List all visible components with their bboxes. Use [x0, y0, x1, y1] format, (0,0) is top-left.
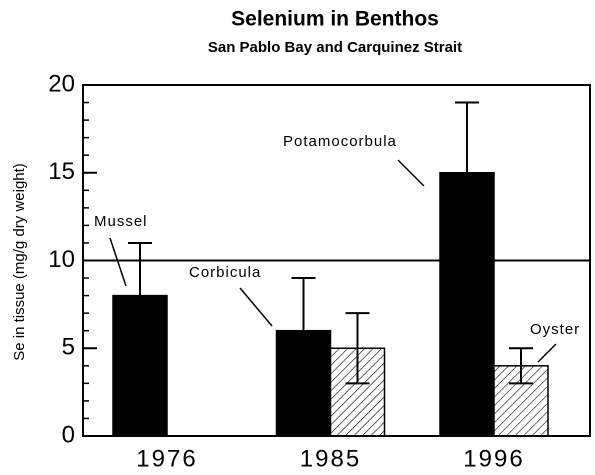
arrow — [239, 287, 273, 327]
y-axis-label: Se in tissue (mg/g dry weight) — [11, 163, 28, 361]
plot-frame — [82, 84, 591, 437]
y-tick-label: 15 — [48, 158, 75, 185]
error-bar — [291, 277, 316, 385]
y-tick-label: 0 — [62, 421, 75, 448]
annotation: Mussel — [94, 213, 148, 230]
error-bar — [455, 101, 479, 244]
x-tick-label: 1976 — [136, 445, 197, 470]
annotation: Potamocorbula — [283, 133, 397, 150]
x-tick-label: 1996 — [463, 445, 524, 470]
error-bar — [128, 241, 152, 350]
error-bar — [345, 312, 370, 385]
annotation: Oyster — [530, 321, 580, 338]
y-tick-label: 20 — [48, 70, 75, 97]
annotation: Corbicula — [189, 264, 261, 281]
y-tick-label: 5 — [62, 334, 75, 361]
error-bar — [509, 347, 533, 385]
chart-title: Selenium in Benthos — [231, 8, 439, 31]
arrow — [537, 343, 557, 363]
chart-subtitle: San Pablo Bay and Carquinez Strait — [208, 39, 462, 56]
arrow — [109, 237, 127, 287]
y-tick-label: 10 — [48, 246, 75, 273]
arrow — [397, 159, 425, 187]
annotations: Mussel Corbicula Potamocorbula Oyster — [94, 133, 580, 363]
x-tick-label: 1985 — [300, 445, 361, 470]
